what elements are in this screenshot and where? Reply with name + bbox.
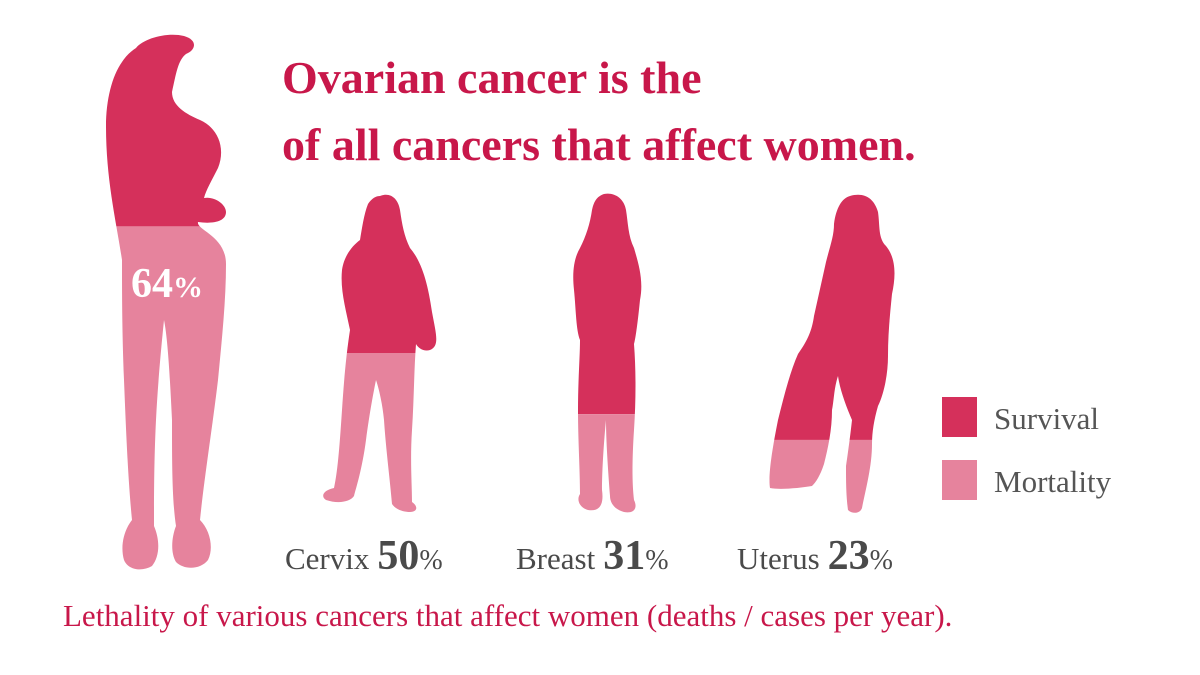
- survival-segment-ovarian: [106, 34, 226, 227]
- uterus-name: Uterus: [737, 541, 820, 576]
- figure-breast: [573, 193, 642, 513]
- survival-segment-cervix: [323, 194, 437, 353]
- figure-cervix: [323, 194, 437, 512]
- cervix-name: Cervix: [285, 541, 370, 576]
- legend-label-mortality: Mortality: [994, 464, 1112, 499]
- cervix-value: 50: [377, 533, 420, 579]
- chart-caption: Lethality of various cancers that affect…: [63, 598, 953, 633]
- ovarian-mortality-value: 64: [131, 261, 173, 307]
- title-line-2: of all cancers that affect women.: [282, 119, 916, 170]
- cervix-label: Cervix 50%: [285, 532, 443, 580]
- legend-label-survival: Survival: [994, 401, 1100, 436]
- breast-name: Breast: [516, 541, 596, 576]
- percent-sign: %: [645, 545, 669, 576]
- survival-segment-breast: [573, 193, 642, 415]
- mortality-segment-breast: [573, 414, 642, 513]
- mortality-segment-uterus: [769, 439, 895, 513]
- figure-uterus: [769, 194, 895, 513]
- percent-sign: %: [869, 545, 893, 576]
- ovarian-mortality-label: 64%: [131, 260, 203, 308]
- uterus-label: Uterus 23%: [737, 532, 893, 580]
- mortality-segment-cervix: [323, 353, 437, 512]
- breast-label: Breast 31%: [516, 532, 669, 580]
- legend-swatch-mortality: [942, 460, 977, 500]
- uterus-value: 23: [827, 533, 870, 579]
- survival-segment-uterus: [769, 194, 895, 440]
- percent-sign: %: [419, 545, 443, 576]
- breast-value: 31: [603, 533, 646, 579]
- percent-sign: %: [173, 271, 203, 304]
- title-line-1: Ovarian cancer is the: [282, 52, 702, 103]
- legend-swatch-survival: [942, 397, 977, 437]
